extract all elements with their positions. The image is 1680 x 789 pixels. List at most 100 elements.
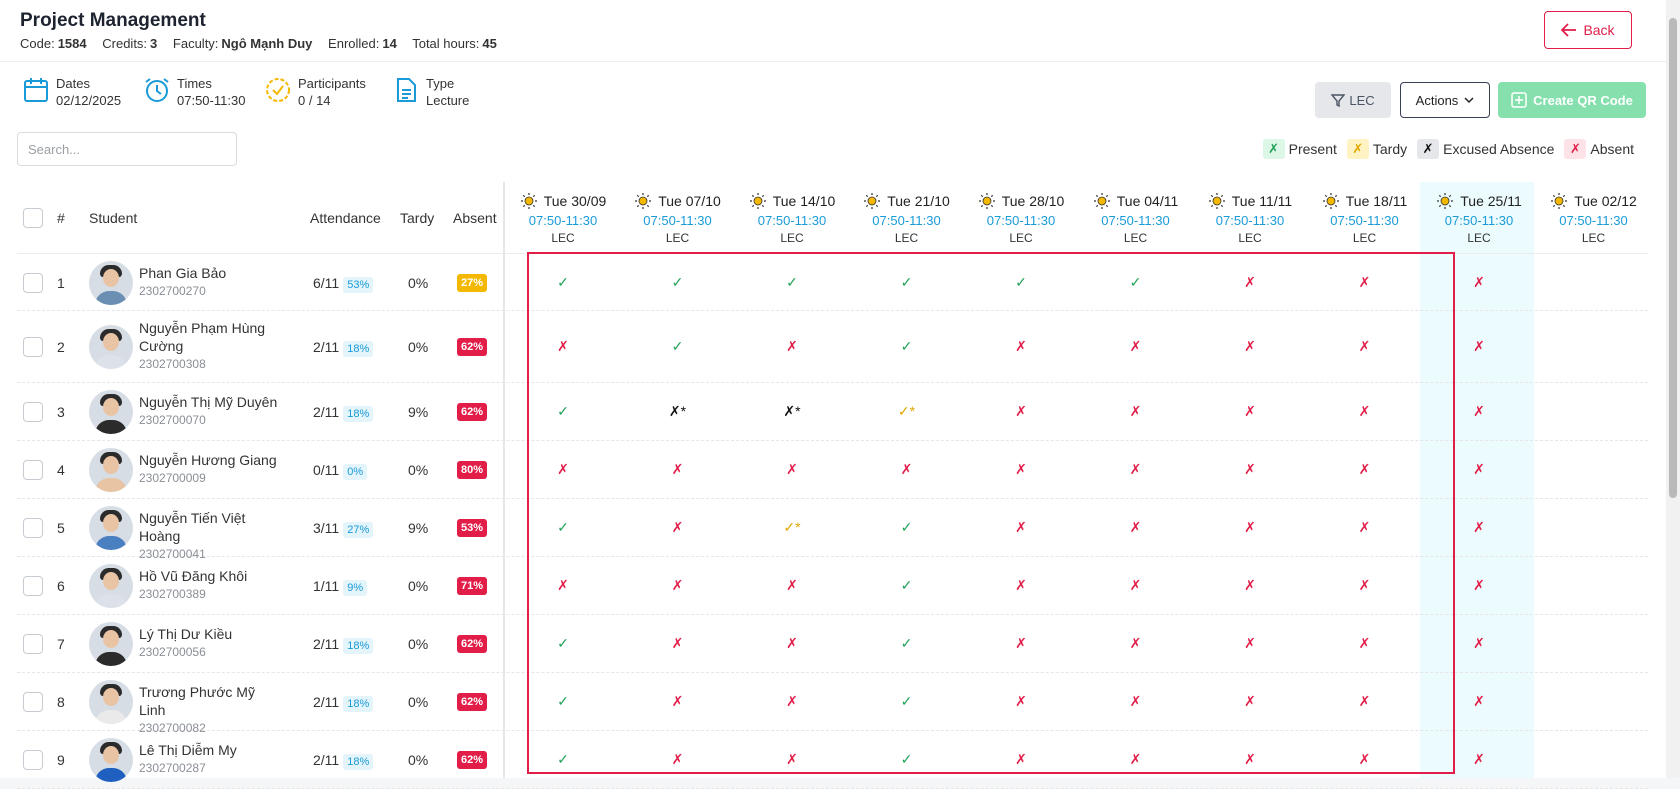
student-info[interactable]: Hồ Vũ Đăng Khôi 2302700389	[139, 567, 279, 601]
present-mark[interactable]: ✓	[557, 519, 569, 535]
student-info[interactable]: Nguyễn Tiến Việt Hoàng 2302700041	[139, 509, 279, 561]
row-checkbox[interactable]	[23, 272, 43, 293]
absent-mark[interactable]: ✗	[1129, 338, 1142, 354]
absent-mark[interactable]: ✗	[1358, 461, 1371, 477]
absent-mark[interactable]: ✗	[1358, 338, 1371, 354]
table-row[interactable]: 5 Nguyễn Tiến Việt Hoàng 2302700041 3/11 27%…	[17, 499, 1648, 561]
student-info[interactable]: Trương Phước Mỹ Linh 2302700082	[139, 683, 279, 735]
absent-mark[interactable]: ✗	[786, 751, 798, 767]
absent-mark[interactable]: ✗	[1244, 577, 1256, 593]
absent-mark[interactable]: ✗	[1473, 751, 1485, 767]
absent-mark[interactable]: ✗	[1015, 693, 1027, 709]
absent-mark[interactable]: ✗	[1015, 751, 1027, 767]
present-mark[interactable]: ✓	[557, 403, 569, 419]
table-row[interactable]: 3 Nguyễn Thị Mỹ Duyên 2302700070 2/11 18% 9% 6…	[17, 383, 1648, 441]
table-row[interactable]: 1 Phan Gia Bảo 2302700270 6/11 53% 0% 27% ✓ ✓ ✓ ✓ ✓…	[17, 254, 1648, 311]
absent-mark[interactable]: ✗	[1129, 519, 1142, 535]
student-name[interactable]: Nguyễn Thị Mỹ Duyên	[139, 394, 278, 410]
session-column-header[interactable]: Tue 14/10 07:50-11:30 LEC	[735, 182, 849, 245]
present-mark[interactable]: ✓	[900, 577, 913, 593]
absent-mark[interactable]: ✗	[1129, 693, 1142, 709]
absent-mark[interactable]: ✗	[671, 751, 684, 767]
absent-mark[interactable]: ✗	[1129, 635, 1142, 651]
absent-mark[interactable]: ✗	[1129, 577, 1142, 593]
absent-mark[interactable]: ✗	[557, 338, 569, 354]
present-mark[interactable]: ✓	[900, 338, 913, 354]
absent-mark[interactable]: ✗	[1358, 273, 1371, 290]
session-column-header[interactable]: Tue 30/09 07:50-11:30 LEC	[506, 182, 620, 245]
student-info[interactable]: Lý Thị Dư Kiều 2302700056	[139, 625, 279, 659]
absent-mark[interactable]: ✗	[671, 635, 684, 651]
header-student[interactable]: Student	[89, 210, 138, 226]
absent-mark[interactable]: ✗	[1358, 693, 1371, 709]
absent-mark[interactable]: ✗	[1015, 635, 1027, 651]
absent-mark[interactable]: ✗	[786, 635, 798, 651]
absent-mark[interactable]: ✗	[557, 461, 569, 477]
header-attendance[interactable]: Attendance	[310, 210, 381, 226]
absent-mark[interactable]: ✗	[786, 693, 798, 709]
present-mark[interactable]: ✓	[557, 693, 569, 709]
student-info[interactable]: Lê Thị Diễm My 2302700287	[139, 741, 279, 775]
row-checkbox[interactable]	[23, 402, 43, 422]
present-mark[interactable]: ✓	[900, 635, 913, 651]
absent-mark[interactable]: ✗	[1244, 273, 1256, 290]
student-name[interactable]: Nguyễn Hương Giang	[139, 452, 277, 468]
excused-mark[interactable]: ✗*	[783, 403, 801, 419]
student-name[interactable]: Lê Thị Diễm My	[139, 742, 237, 758]
row-checkbox[interactable]	[23, 634, 43, 654]
absent-mark[interactable]: ✗	[1129, 461, 1142, 477]
absent-mark[interactable]: ✗	[1015, 338, 1027, 354]
present-mark[interactable]: ✓	[900, 751, 913, 767]
absent-mark[interactable]: ✗	[786, 577, 798, 593]
create-qr-code-button[interactable]: Create QR Code	[1498, 82, 1646, 118]
absent-mark[interactable]: ✗	[786, 338, 798, 354]
present-mark[interactable]: ✓	[671, 273, 684, 290]
search-input[interactable]	[17, 132, 237, 166]
student-info[interactable]: Nguyễn Phạm Hùng Cường 2302700308	[139, 319, 279, 371]
header-tardy[interactable]: Tardy	[400, 210, 435, 226]
present-mark[interactable]: ✓	[900, 519, 913, 535]
present-mark[interactable]: ✓	[786, 273, 798, 290]
row-checkbox[interactable]	[23, 576, 43, 596]
absent-mark[interactable]: ✗	[557, 577, 569, 593]
absent-mark[interactable]: ✗	[1358, 519, 1371, 535]
row-checkbox[interactable]	[23, 750, 43, 770]
absent-mark[interactable]: ✗	[671, 461, 684, 477]
student-name[interactable]: Lý Thị Dư Kiều	[139, 626, 233, 642]
absent-mark[interactable]: ✗	[671, 519, 684, 535]
absent-mark[interactable]: ✗	[1473, 635, 1485, 651]
table-row[interactable]: 6 Hồ Vũ Đăng Khôi 2302700389 1/11 9% 0% 71% ✗ ✗ ✗…	[17, 557, 1648, 615]
absent-mark[interactable]: ✗	[1473, 403, 1485, 419]
back-button[interactable]: Back	[1544, 11, 1632, 49]
absent-mark[interactable]: ✗	[1473, 338, 1485, 354]
filter-lec-button[interactable]: LEC	[1315, 82, 1391, 118]
student-info[interactable]: Phan Gia Bảo 2302700270	[139, 264, 279, 298]
absent-mark[interactable]: ✗	[671, 577, 684, 593]
present-mark[interactable]: ✓	[900, 273, 913, 290]
absent-mark[interactable]: ✗	[1473, 519, 1485, 535]
actions-dropdown[interactable]: Actions	[1400, 82, 1490, 118]
absent-mark[interactable]: ✗	[1358, 751, 1371, 767]
session-column-header[interactable]: Tue 11/11 07:50-11:30 LEC	[1193, 182, 1307, 245]
student-name[interactable]: Nguyễn Tiến Việt Hoàng	[139, 510, 246, 544]
present-mark[interactable]: ✓	[1129, 273, 1142, 290]
student-info[interactable]: Nguyễn Thị Mỹ Duyên 2302700070	[139, 393, 279, 427]
absent-mark[interactable]: ✗	[1244, 338, 1256, 354]
present-mark[interactable]: ✓	[557, 273, 569, 290]
select-all-checkbox[interactable]	[23, 208, 43, 228]
session-column-header[interactable]: Tue 21/10 07:50-11:30 LEC	[850, 182, 964, 245]
absent-mark[interactable]: ✗	[1358, 635, 1371, 651]
table-row[interactable]: 7 Lý Thị Dư Kiều 2302700056 2/11 18% 0% 62% ✓ ✗ ✗…	[17, 615, 1648, 673]
present-mark[interactable]: ✓	[900, 693, 913, 709]
absent-mark[interactable]: ✗	[1244, 693, 1256, 709]
absent-mark[interactable]: ✗	[1129, 403, 1142, 419]
session-column-header[interactable]: Tue 02/12 07:50-11:30 LEC	[1537, 182, 1651, 245]
absent-mark[interactable]: ✗	[1244, 403, 1256, 419]
absent-mark[interactable]: ✗	[1015, 577, 1027, 593]
present-mark[interactable]: ✓	[557, 635, 569, 651]
absent-mark[interactable]: ✗	[1015, 519, 1027, 535]
absent-mark[interactable]: ✗	[1473, 461, 1485, 477]
student-name[interactable]: Phan Gia Bảo	[139, 264, 227, 281]
scrollbar-thumb[interactable]	[1669, 18, 1677, 498]
tardy-mark[interactable]: ✓*	[783, 519, 801, 535]
